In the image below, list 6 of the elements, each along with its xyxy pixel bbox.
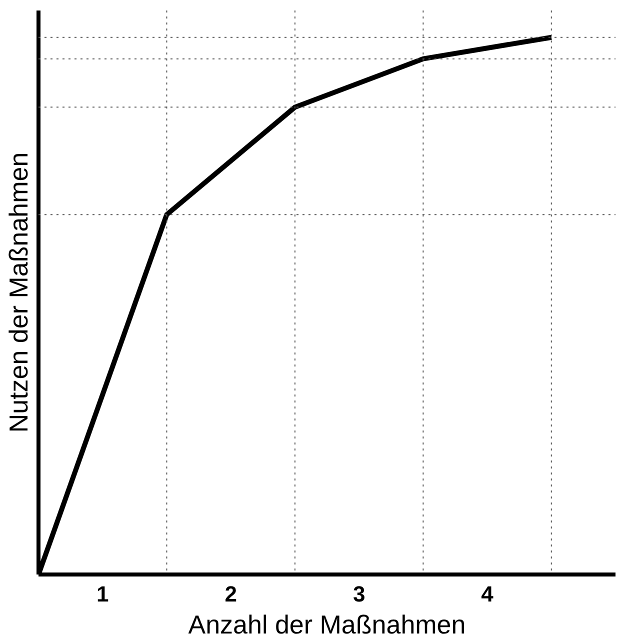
x-tick-label: 1 xyxy=(96,582,109,606)
x-tick-label: 3 xyxy=(352,582,366,606)
x-tick-label: 4 xyxy=(481,582,494,606)
x-axis-title: Anzahl der Maßnahmen xyxy=(188,610,466,640)
x-tick-label: 2 xyxy=(224,582,237,606)
y-axis-title: Nutzen der Maßnahmen xyxy=(4,152,34,433)
